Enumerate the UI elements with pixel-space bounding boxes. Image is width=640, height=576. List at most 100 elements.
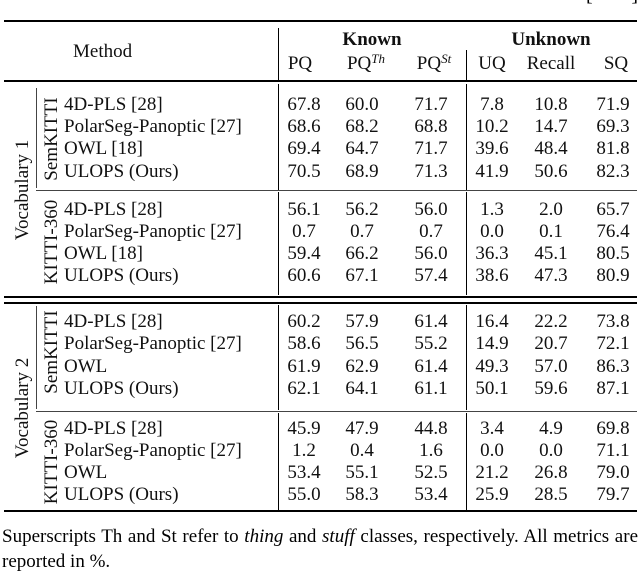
pqst-value: 1.6 bbox=[419, 440, 443, 461]
rule-group-divider-1 bbox=[36, 190, 637, 191]
method-name: 4D-PLS [28] bbox=[64, 311, 163, 332]
pq-value: 60.6 bbox=[287, 265, 321, 286]
pqst-value: 71.3 bbox=[414, 161, 448, 182]
vrule-method-g3 bbox=[278, 305, 280, 410]
rule-double-lower bbox=[4, 302, 637, 304]
method-name: OWL [18] bbox=[64, 243, 143, 264]
pqst-value: 61.4 bbox=[414, 311, 448, 332]
pqth-value: 66.2 bbox=[345, 243, 379, 264]
recall-value: 0.0 bbox=[539, 440, 563, 461]
footnote-italic-stuff: stuff bbox=[322, 526, 355, 547]
pqst-value: 52.5 bbox=[414, 462, 448, 483]
table-row: ULOPS (Ours) 60.6 67.1 57.4 38.6 47.3 80… bbox=[0, 265, 640, 287]
sq-value: 69.3 bbox=[596, 116, 630, 137]
uq-value: 25.9 bbox=[475, 484, 509, 505]
cropped-citation-fragment: [ ] bbox=[586, 0, 638, 5]
sq-value: 76.4 bbox=[596, 221, 630, 242]
method-name: 4D-PLS [28] bbox=[64, 94, 163, 115]
vrule-known-unknown-g1 bbox=[466, 84, 468, 190]
pqth-value: 56.2 bbox=[345, 199, 379, 220]
pq-value: 67.8 bbox=[287, 94, 321, 115]
table-row: ULOPS (Ours) 62.1 64.1 61.1 50.1 59.6 87… bbox=[0, 378, 640, 400]
recall-value: 59.6 bbox=[534, 378, 568, 399]
bracket-close-fragment: ] bbox=[631, 0, 638, 5]
pq-value: 45.9 bbox=[287, 418, 321, 439]
uq-value: 10.2 bbox=[475, 116, 509, 137]
sq-value: 87.1 bbox=[596, 378, 630, 399]
vrule-method-header bbox=[278, 28, 280, 80]
pqth-value: 58.3 bbox=[345, 484, 379, 505]
sq-value: 69.8 bbox=[596, 418, 630, 439]
sq-value: 73.8 bbox=[596, 311, 630, 332]
method-name: 4D-PLS [28] bbox=[64, 199, 163, 220]
pq-value: 0.7 bbox=[292, 221, 316, 242]
method-name: OWL bbox=[64, 462, 108, 483]
footnote-text-3: classes, respectively. All metrics are r… bbox=[2, 526, 639, 572]
pqst-value: 53.4 bbox=[414, 484, 448, 505]
sq-value: 86.3 bbox=[596, 356, 630, 377]
uq-value: 14.9 bbox=[475, 333, 509, 354]
rule-bottom bbox=[4, 510, 637, 512]
method-name: OWL bbox=[64, 356, 108, 377]
pqth-value: 67.1 bbox=[345, 265, 379, 286]
recall-value: 48.4 bbox=[534, 138, 568, 159]
pq-st-sup: St bbox=[441, 51, 452, 66]
pq-value: 1.2 bbox=[292, 440, 316, 461]
uq-value: 49.3 bbox=[475, 356, 509, 377]
pqth-value: 64.7 bbox=[345, 138, 379, 159]
pqst-value: 61.4 bbox=[414, 356, 448, 377]
method-name: ULOPS (Ours) bbox=[64, 161, 179, 182]
pqst-value: 0.7 bbox=[419, 221, 443, 242]
recall-value: 50.6 bbox=[534, 161, 568, 182]
table-footnote: Superscripts Th and St refer to thing an… bbox=[2, 524, 638, 574]
sq-value: 71.1 bbox=[596, 440, 630, 461]
sq-value: 82.3 bbox=[596, 161, 630, 182]
pqst-value: 55.2 bbox=[414, 333, 448, 354]
method-name: PolarSeg-Panoptic [27] bbox=[64, 221, 242, 242]
pqth-value: 57.9 bbox=[345, 311, 379, 332]
table-row: 4D-PLS [28] 45.9 47.9 44.8 3.4 4.9 69.8 bbox=[0, 418, 640, 440]
vrule-method-g1 bbox=[278, 84, 280, 190]
recall-value: 22.2 bbox=[534, 311, 568, 332]
pq-value: 62.1 bbox=[287, 378, 321, 399]
pq-value: 60.2 bbox=[287, 311, 321, 332]
uq-value: 16.4 bbox=[475, 311, 509, 332]
column-header-recall: Recall bbox=[526, 53, 576, 74]
pq-value: 61.9 bbox=[287, 356, 321, 377]
vrule-method-g4 bbox=[278, 413, 280, 510]
pqst-value: 57.4 bbox=[414, 265, 448, 286]
table-row: 4D-PLS [28] 67.8 60.0 71.7 7.8 10.8 71.9 bbox=[0, 94, 640, 116]
rule-header-bottom bbox=[4, 80, 637, 82]
sq-value: 72.1 bbox=[596, 333, 630, 354]
method-name: PolarSeg-Panoptic [27] bbox=[64, 333, 242, 354]
sq-value: 79.7 bbox=[596, 484, 630, 505]
recall-value: 47.3 bbox=[534, 265, 568, 286]
pqst-value: 71.7 bbox=[414, 94, 448, 115]
pqth-value: 56.5 bbox=[345, 333, 379, 354]
vrule-dataset-g1 bbox=[36, 88, 37, 188]
pq-value: 70.5 bbox=[287, 161, 321, 182]
pqth-value: 55.1 bbox=[345, 462, 379, 483]
column-group-known: Known bbox=[342, 29, 402, 50]
table-row: PolarSeg-Panoptic [27] 68.6 68.2 68.8 10… bbox=[0, 116, 640, 138]
column-header-pq-st: PQSt bbox=[416, 51, 452, 76]
pqth-value: 68.2 bbox=[345, 116, 379, 137]
sq-value: 80.5 bbox=[596, 243, 630, 264]
table-row: PolarSeg-Panoptic [27] 0.7 0.7 0.7 0.0 0… bbox=[0, 221, 640, 243]
uq-value: 1.3 bbox=[480, 199, 504, 220]
sq-value: 65.7 bbox=[596, 199, 630, 220]
pq-st-base: PQ bbox=[416, 53, 442, 74]
uq-value: 36.3 bbox=[475, 243, 509, 264]
pqst-value: 56.0 bbox=[414, 243, 448, 264]
uq-value: 41.9 bbox=[475, 161, 509, 182]
pq-th-sup: Th bbox=[371, 51, 386, 66]
method-name: 4D-PLS [28] bbox=[64, 418, 163, 439]
bracket-open-fragment: [ bbox=[586, 0, 593, 5]
pqth-value: 64.1 bbox=[345, 378, 379, 399]
pq-value: 58.6 bbox=[287, 333, 321, 354]
table-row: PolarSeg-Panoptic [27] 1.2 0.4 1.6 0.0 0… bbox=[0, 440, 640, 462]
method-name: ULOPS (Ours) bbox=[64, 484, 179, 505]
table-row: OWL 61.9 62.9 61.4 49.3 57.0 86.3 bbox=[0, 356, 640, 378]
pqth-value: 0.4 bbox=[350, 440, 374, 461]
